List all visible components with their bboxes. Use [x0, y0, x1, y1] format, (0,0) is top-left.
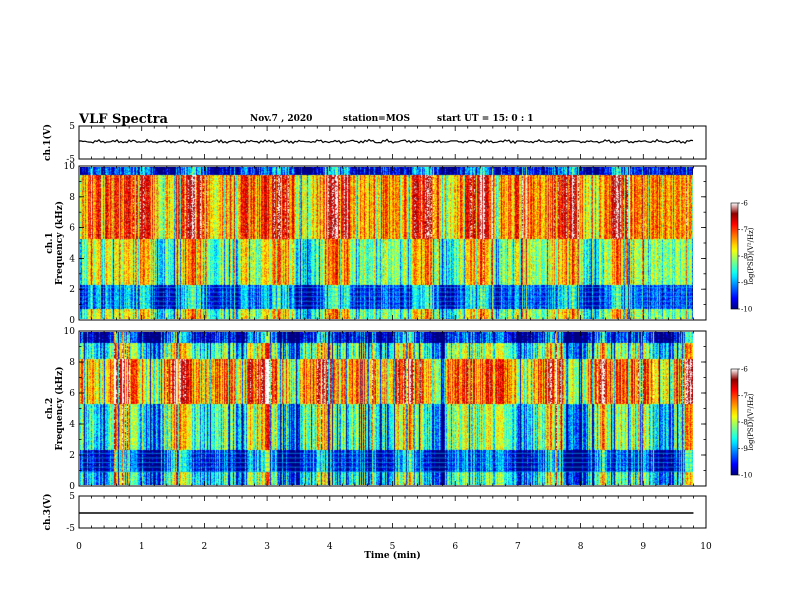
y-tick-label: 4	[69, 254, 75, 264]
y-tick-label: 10	[64, 327, 76, 337]
x-tick-label: 9	[640, 542, 646, 552]
y-tick-label: -5	[66, 524, 75, 534]
y-tick-label: 0	[69, 482, 75, 492]
panel-frame-ch1-spectrogram	[79, 166, 706, 320]
y-tick-label: 6	[69, 224, 75, 234]
colorbar-tick-label: -6	[741, 200, 748, 208]
y-axis-label: ch.1(V)	[42, 124, 53, 161]
x-tick-label: 1	[139, 542, 145, 552]
x-tick-label: 4	[327, 542, 333, 552]
y-tick-label: 8	[69, 193, 75, 203]
x-tick-label: 8	[578, 542, 584, 552]
ch1-waveform-trace	[79, 139, 693, 143]
x-tick-label: 3	[264, 542, 270, 552]
y-tick-label: 0	[69, 316, 75, 326]
colorbar-tick-label: -10	[741, 306, 752, 314]
vlf-chart: 5-5ch.1(V)0246810ch.1Frequency (kHz)0246…	[0, 0, 792, 612]
x-tick-label: 2	[202, 542, 208, 552]
y-tick-label: 5	[69, 122, 75, 132]
y-tick-label: 6	[69, 389, 75, 399]
y-axis-label: ch.1Frequency (kHz)	[45, 201, 65, 285]
y-tick-label: 5	[69, 492, 75, 502]
colorbar-label: log(PSD)(V²/Hz)	[747, 393, 755, 450]
colorbar-ch1-spectrogram	[731, 203, 738, 309]
x-tick-label: 0	[76, 542, 82, 552]
y-axis-label: ch.2Frequency (kHz)	[45, 366, 65, 450]
panel-frame-ch2-spectrogram	[79, 331, 706, 486]
y-axis-label: ch.3(V)	[42, 494, 53, 531]
x-tick-label: 6	[452, 542, 458, 552]
y-tick-label: 4	[69, 420, 75, 430]
x-tick-label: 7	[515, 542, 521, 552]
y-tick-label: 2	[69, 451, 75, 461]
x-tick-label: 10	[700, 542, 712, 552]
y-tick-label: 2	[69, 285, 75, 295]
x-axis-label: Time (min)	[364, 550, 421, 561]
colorbar-ch2-spectrogram	[731, 369, 738, 475]
y-tick-label: 10	[64, 162, 76, 172]
colorbar-tick-label: -6	[741, 366, 748, 374]
colorbar-label: log(PSD)(V²/Hz)	[747, 227, 755, 284]
colorbar-tick-label: -10	[741, 472, 752, 480]
y-tick-label: 8	[69, 358, 75, 368]
